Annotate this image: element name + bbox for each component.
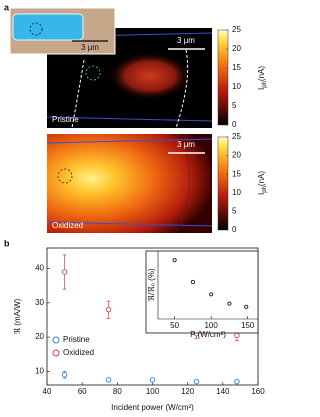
x-tick-label: 100 [146,387,160,396]
scale-bar-label: 3 μm [81,43,99,52]
data-point [190,279,195,284]
x-tick-label: 100 [204,321,218,330]
data-point [172,258,177,263]
x-axis-label: Incident power (W/cm²) [111,403,194,412]
colorbar-tick-label: 5 [232,207,237,216]
optical-image: 3 μm [9,7,116,55]
x-axis-label: P (W/cm²) [190,330,226,339]
data-point [149,377,156,383]
x-tick-label: 140 [216,387,230,396]
data-point [193,378,200,385]
x-tick-label: 80 [113,387,122,396]
colorbar-tick-label: 0 [232,120,237,129]
inset-frame [145,250,259,334]
legend-marker [52,349,60,357]
scale-bar-label: 3 μm [177,36,195,45]
colorbar-tick-label: 20 [232,44,241,53]
x-tick-label: 160 [251,387,265,396]
y-tick-label: 20 [35,332,44,341]
colorbar-label: Iph(nA) [257,171,267,195]
panel-label: a [4,2,10,12]
x-tick-label: 50 [170,321,179,330]
data-point [61,269,68,275]
map-caption: Oxidized [52,221,83,230]
y-tick-label: 40 [35,264,44,273]
map-pristine: Pristine 3 μm [46,28,213,129]
y-axis-label: ℜ (mA/W) [13,298,22,334]
legend-marker [52,336,60,344]
data-point [234,378,240,385]
x-tick-label: 150 [241,321,255,330]
colorbar-tick-label: 0 [232,225,237,234]
data-point [105,306,112,313]
x-tick-label: 40 [43,387,52,396]
colorbar-tick-label: 25 [232,132,241,141]
data-point [234,332,240,339]
map-caption: Pristine [52,115,79,124]
y-tick-label: 30 [35,298,44,307]
legend-label: Pristine [63,335,90,344]
colorbar [217,136,229,231]
colorbar-tick-label: 10 [232,82,241,91]
scale-bar-label: 3 μm [177,140,195,149]
figure: a Pristine 3 μm 3 μm Oxidized 3 μm Iph(n… [4,2,268,412]
colorbar-tick-label: 20 [232,151,241,160]
legend-label: Oxidized [63,348,94,357]
colorbar-tick-label: 15 [232,63,241,72]
data-point [244,304,249,309]
panel-label: b [4,238,10,248]
colorbar-tick-label: 10 [232,188,241,197]
y-tick-label: 10 [35,366,44,375]
colorbar-label: Iph(nA) [257,66,267,90]
colorbar-tick-label: 5 [232,101,237,110]
data-point [105,377,112,383]
data-point [61,371,68,378]
y-axis-label: ℜ/ℜ₀ (%) [147,268,156,302]
x-tick-label: 120 [181,387,195,396]
data-point [227,301,232,306]
data-point [209,292,214,297]
colorbar-tick-label: 15 [232,169,241,178]
colorbar [217,29,229,126]
colorbar-tick-label: 25 [232,25,241,34]
x-tick-label: 60 [78,387,87,396]
map-oxidized: Oxidized 3 μm [46,134,213,234]
